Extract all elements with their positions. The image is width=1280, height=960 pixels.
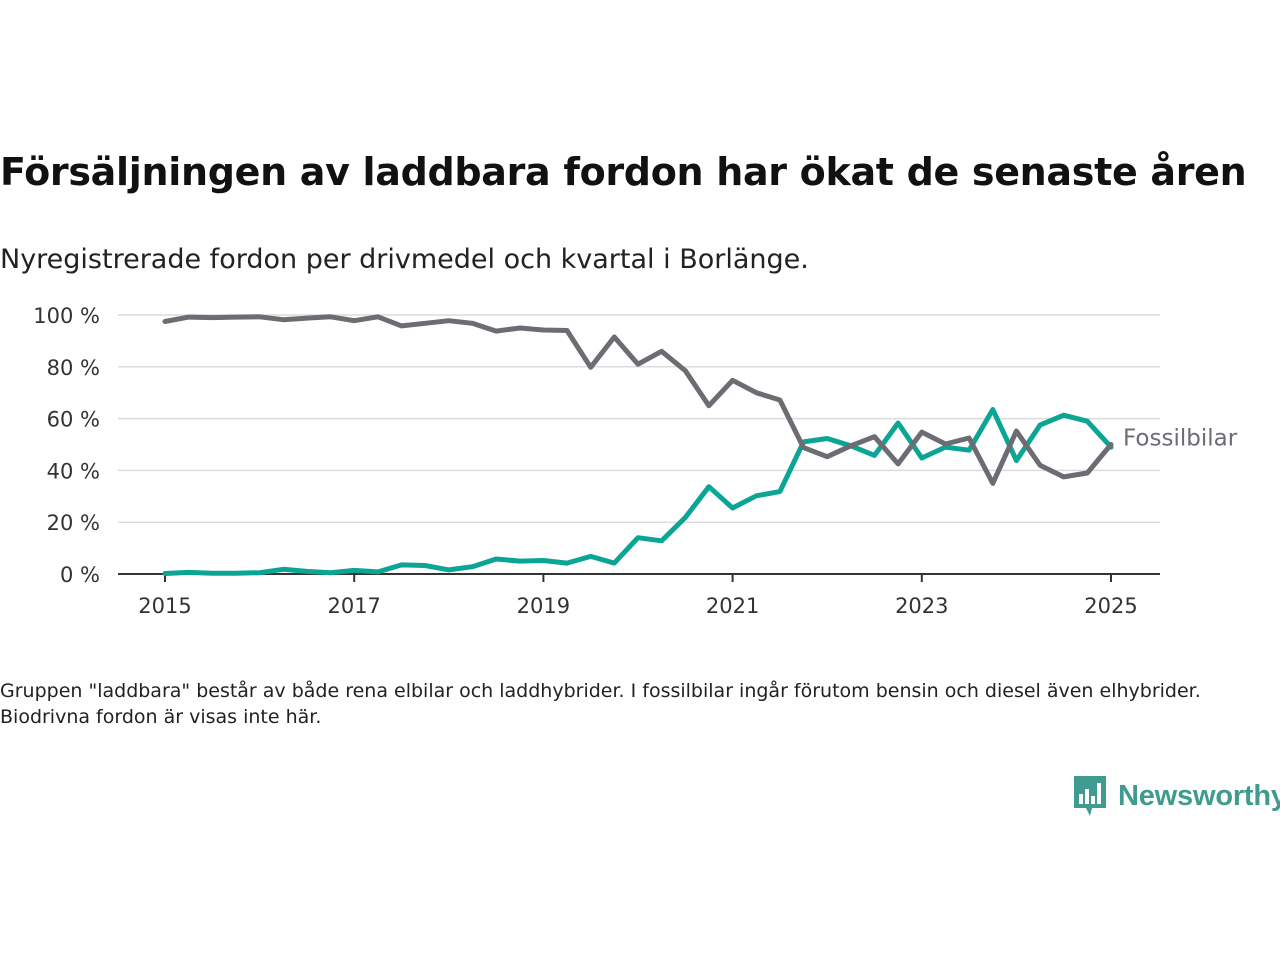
x-axis: 2015 2017 2019 2021 2023 2025 [118,573,1160,618]
y-tick-label: 40 % [47,459,100,483]
footnote: Gruppen "laddbara" består av både rena e… [0,680,1201,728]
bar-chart-speech-bubble-icon [1074,776,1106,816]
y-tick-label: 100 % [33,304,100,328]
x-tick-label: 2025 [1084,594,1137,618]
y-tick-label: 0 % [60,563,100,587]
chart-title: Försäljningen av laddbara fordon har öka… [0,150,1247,194]
y-axis-labels: 0 % 20 % 40 % 60 % 80 % 100 % [33,304,100,587]
series-line-laddbara [162,407,1114,576]
x-tick-label: 2019 [517,594,570,618]
x-tick-label: 2015 [138,594,191,618]
x-tick-label: 2017 [327,594,380,618]
brand-name: Newsworthy [1118,779,1280,812]
y-tick-label: 80 % [47,356,100,380]
series-lines [162,314,1114,576]
series-line-fossilbilar [162,314,1114,486]
x-tick-label: 2023 [895,594,948,618]
chart-subtitle: Nyregistrerade fordon per drivmedel och … [0,244,809,275]
y-tick-label: 60 % [47,408,100,432]
y-tick-label: 20 % [47,511,100,535]
brand-logo[interactable]: Newsworthy [1072,774,1280,818]
grid-lines [118,314,1160,523]
x-tick-label: 2021 [706,594,759,618]
series-labels: Fossilbilar [1121,424,1240,454]
series-label-fossilbilar: Fossilbilar [1123,426,1238,452]
line-chart: 0 % 20 % 40 % 60 % 80 % 100 % 2015 2017 2019 202… [33,304,1240,618]
